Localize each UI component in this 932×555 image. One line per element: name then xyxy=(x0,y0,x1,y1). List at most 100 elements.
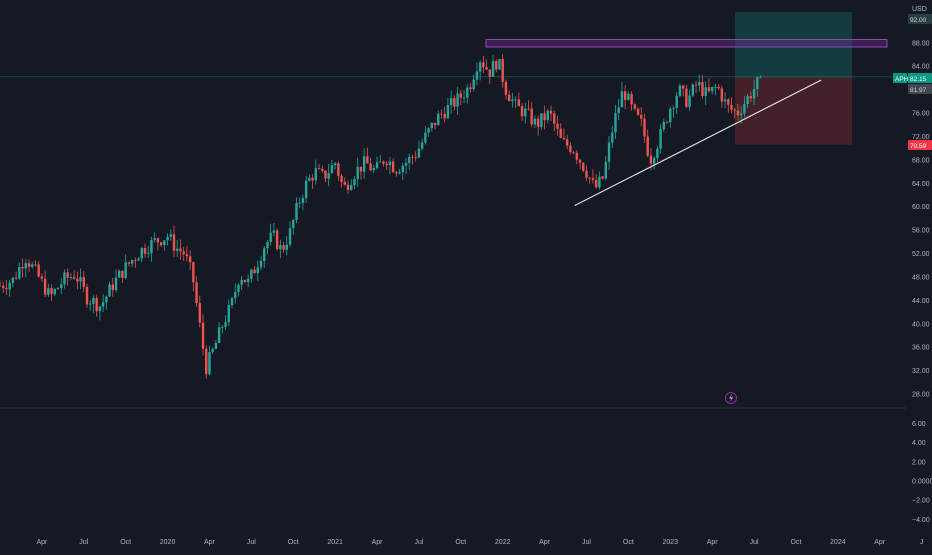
candle[interactable] xyxy=(685,84,688,109)
candle[interactable] xyxy=(37,261,40,278)
candle[interactable] xyxy=(359,166,363,180)
candle[interactable] xyxy=(208,345,211,376)
candle[interactable] xyxy=(694,80,698,93)
candle[interactable] xyxy=(517,92,521,107)
candle[interactable] xyxy=(723,92,727,109)
candle[interactable] xyxy=(34,260,37,267)
candle[interactable] xyxy=(356,157,359,188)
candle[interactable] xyxy=(5,279,8,295)
candle[interactable] xyxy=(295,197,298,224)
candle[interactable] xyxy=(437,110,440,126)
candle[interactable] xyxy=(540,113,543,130)
candle[interactable] xyxy=(14,271,18,280)
candle[interactable] xyxy=(288,221,292,248)
candle[interactable] xyxy=(269,223,272,246)
candle[interactable] xyxy=(446,97,450,120)
candle[interactable] xyxy=(472,74,475,92)
candle[interactable] xyxy=(362,148,366,179)
candle[interactable] xyxy=(433,122,437,130)
candle[interactable] xyxy=(656,145,659,163)
candle[interactable] xyxy=(63,269,66,289)
candle[interactable] xyxy=(237,283,240,297)
candle[interactable] xyxy=(205,345,208,379)
candle[interactable] xyxy=(195,276,198,307)
candle[interactable] xyxy=(453,95,456,111)
candle[interactable] xyxy=(140,247,143,263)
candle[interactable] xyxy=(0,280,2,287)
candle[interactable] xyxy=(92,295,95,313)
candle[interactable] xyxy=(520,103,524,121)
candle[interactable] xyxy=(588,176,591,184)
candle[interactable] xyxy=(266,239,269,255)
candle[interactable] xyxy=(143,243,147,258)
candle[interactable] xyxy=(681,84,685,97)
candle[interactable] xyxy=(575,150,579,165)
candle[interactable] xyxy=(607,135,611,170)
resistance-zone[interactable] xyxy=(485,39,888,48)
candle[interactable] xyxy=(330,159,334,174)
candle[interactable] xyxy=(69,272,73,281)
candle[interactable] xyxy=(150,236,153,262)
candle[interactable] xyxy=(201,314,205,356)
candle[interactable] xyxy=(105,295,108,310)
candle[interactable] xyxy=(420,138,424,151)
candle[interactable] xyxy=(559,123,562,139)
candle[interactable] xyxy=(130,259,134,267)
candle[interactable] xyxy=(743,96,746,118)
candle[interactable] xyxy=(53,287,56,297)
candle[interactable] xyxy=(720,85,724,108)
candle[interactable] xyxy=(159,241,163,247)
candle[interactable] xyxy=(475,62,479,86)
candle[interactable] xyxy=(714,83,717,96)
candle[interactable] xyxy=(604,155,608,181)
candle[interactable] xyxy=(382,160,385,167)
candle[interactable] xyxy=(652,156,656,170)
candle[interactable] xyxy=(340,173,343,188)
candle[interactable] xyxy=(298,197,301,209)
candle[interactable] xyxy=(662,118,666,132)
candle[interactable] xyxy=(375,156,379,170)
candle[interactable] xyxy=(234,283,237,304)
candle[interactable] xyxy=(253,266,256,274)
stop-zone[interactable] xyxy=(735,76,852,145)
candle[interactable] xyxy=(324,170,327,183)
candle[interactable] xyxy=(343,177,347,186)
candle[interactable] xyxy=(50,284,53,302)
candle[interactable] xyxy=(321,165,324,173)
candle[interactable] xyxy=(627,91,630,101)
candle[interactable] xyxy=(56,287,60,290)
candle[interactable] xyxy=(733,107,736,119)
candle[interactable] xyxy=(443,106,446,123)
candle[interactable] xyxy=(546,108,550,124)
candle[interactable] xyxy=(246,274,250,288)
candle[interactable] xyxy=(11,276,15,288)
position-zones[interactable] xyxy=(485,12,888,145)
candle[interactable] xyxy=(169,229,172,241)
candle[interactable] xyxy=(430,122,434,132)
candle[interactable] xyxy=(543,105,546,130)
candle[interactable] xyxy=(569,142,572,155)
candle[interactable] xyxy=(114,269,118,293)
candle[interactable] xyxy=(256,260,259,282)
candle[interactable] xyxy=(95,294,98,317)
candle[interactable] xyxy=(60,278,63,295)
candle[interactable] xyxy=(176,240,179,258)
candle[interactable] xyxy=(511,92,514,108)
candle[interactable] xyxy=(514,96,517,108)
candle[interactable] xyxy=(498,58,501,70)
candle[interactable] xyxy=(79,268,82,290)
candle[interactable] xyxy=(243,279,247,283)
candle[interactable] xyxy=(224,315,227,330)
candle[interactable] xyxy=(124,254,127,280)
candle[interactable] xyxy=(391,158,395,173)
candle[interactable] xyxy=(414,151,417,162)
candle[interactable] xyxy=(636,107,640,117)
candle[interactable] xyxy=(66,268,69,286)
candle[interactable] xyxy=(301,194,305,211)
candle[interactable] xyxy=(462,90,466,104)
candle[interactable] xyxy=(501,53,504,88)
candle[interactable] xyxy=(659,123,662,154)
candle[interactable] xyxy=(8,280,11,297)
candle[interactable] xyxy=(630,91,633,111)
axes[interactable]: 88.00 84.00 76.00 72.00 68.00 64.00 60.00 56.00… xyxy=(0,41,932,547)
